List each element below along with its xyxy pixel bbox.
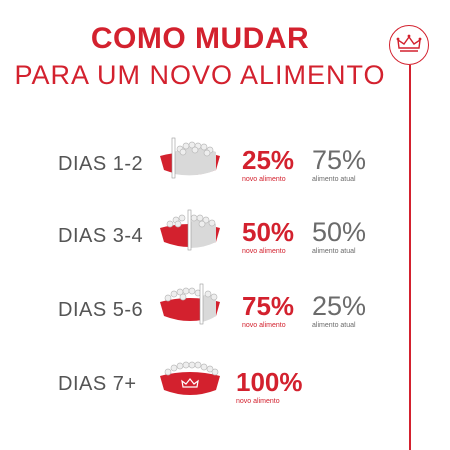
current-food-percent: 50% [312, 217, 367, 247]
crown-icon [396, 34, 422, 52]
new-food-caption: novo alimento [242, 176, 286, 183]
day-label: DIAS 3-4 [58, 225, 144, 247]
new-food-caption: novo alimento [242, 248, 286, 255]
page-title: COMO MUDAR [90, 22, 310, 55]
day-label: DIAS 1-2 [58, 153, 144, 175]
food-bowl-icon [160, 283, 220, 325]
day-label: DIAS 7+ [58, 373, 137, 395]
new-food-percent: 25% [242, 145, 295, 175]
new-food-percent: 100% [236, 367, 303, 397]
current-food-percent: 75% [312, 145, 367, 175]
current-food-caption: alimento atual [312, 176, 356, 183]
step-row: DIAS 7+ 100% novo alimento [0, 361, 400, 432]
current-food-caption: alimento atual [312, 322, 356, 329]
current-food-caption: alimento atual [312, 248, 356, 255]
food-bowl-icon [160, 209, 220, 251]
step-row: DIAS 5-6 75% novo alimento 25% alimento … [0, 283, 400, 358]
food-bowl-icon [160, 137, 220, 179]
current-food-percent: 25% [312, 291, 367, 321]
brand-badge [389, 25, 429, 65]
food-bowl-icon [160, 361, 220, 395]
page-subtitle: PARA UM NOVO ALIMENTO [14, 60, 386, 90]
new-food-caption: novo alimento [242, 322, 286, 329]
vertical-divider [409, 65, 411, 450]
step-row: DIAS 3-4 50% novo alimento 50% alimento … [0, 209, 400, 284]
new-food-caption: novo alimento [236, 398, 280, 405]
header: COMO MUDAR PARA UM NOVO ALIMENTO [0, 22, 400, 90]
day-label: DIAS 5-6 [58, 299, 144, 321]
step-row: DIAS 1-2 25% novo alimento 75% alimento … [0, 137, 400, 212]
new-food-percent: 75% [242, 291, 295, 321]
new-food-percent: 50% [242, 217, 295, 247]
